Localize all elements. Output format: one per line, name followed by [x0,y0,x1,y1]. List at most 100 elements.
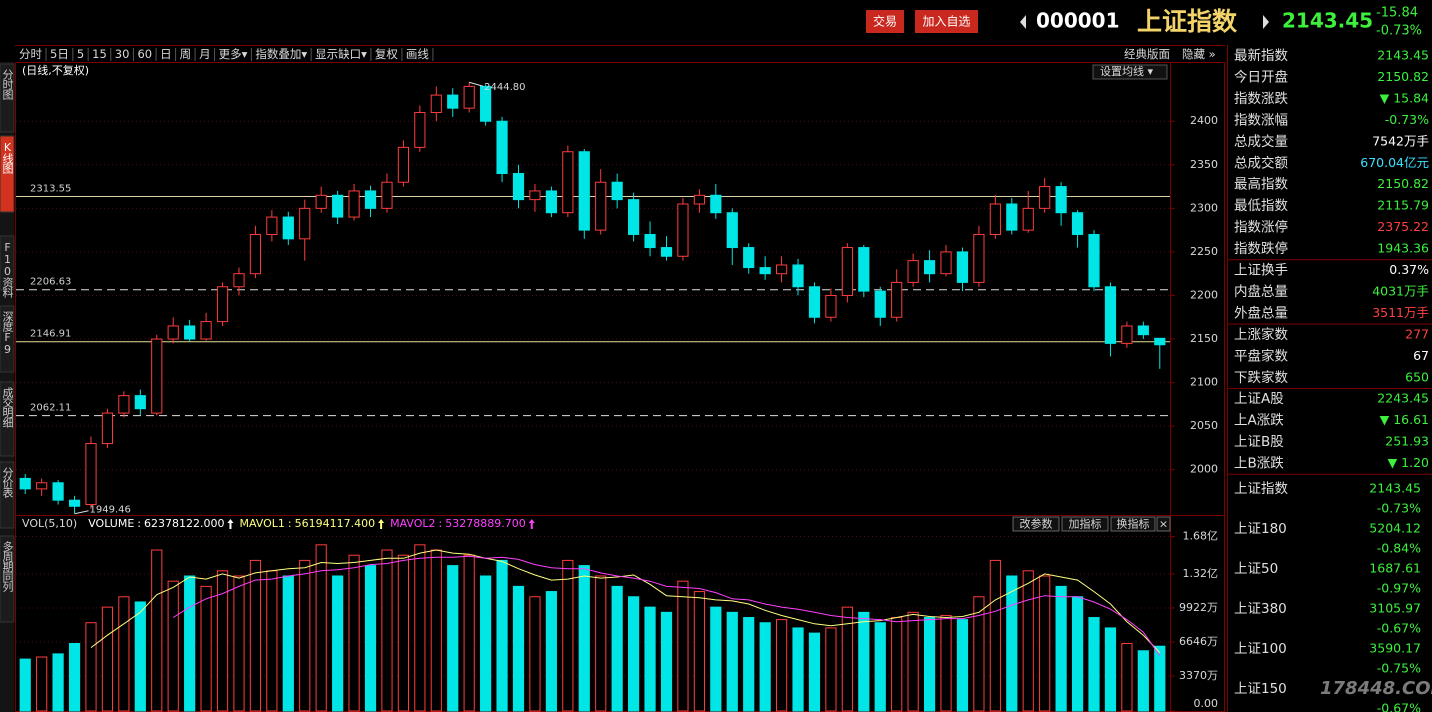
toolbar-item[interactable]: 30 [115,47,130,61]
candle-body [907,260,919,283]
volume-bar [858,611,870,712]
candle-body [891,281,903,318]
volume-bar [282,575,294,712]
candle-body [1104,286,1117,344]
side-tab[interactable] [0,535,15,623]
toolbar-item[interactable]: 15 [92,47,107,61]
stock-name: 上证指数 [1137,7,1238,36]
indicator-button[interactable] [1156,516,1171,532]
quote-label: 上证B股 [1234,434,1284,450]
watermark: 178448.COM [1320,678,1432,699]
indicator-button-label[interactable]: 换指标 [1117,517,1150,531]
y-tick-label: 2000 [1190,463,1218,476]
side-tab[interactable] [0,235,15,291]
volume-bar [19,658,31,712]
stock-code: 000001 [1036,9,1120,33]
toolbar-right-item[interactable]: 经典版面 [1124,47,1170,61]
toolbar-item[interactable]: 日 [160,47,172,61]
header-button-label[interactable]: 加入自选 [922,15,970,29]
candle-body [184,325,196,340]
volume-bar [447,565,459,712]
quote-label: 总成交量 [1234,133,1288,150]
indicator-button-label[interactable]: × [1159,518,1168,531]
volume-bar [430,549,442,712]
toolbar-item[interactable]: 分时 [19,47,42,61]
header-button-label[interactable]: 交易 [873,14,897,29]
toolbar-item[interactable]: 5 [77,47,84,61]
quote-label: 外盘总量 [1234,304,1288,321]
indicator-button[interactable] [1012,516,1060,532]
toolbar-item[interactable]: 月 [199,47,211,61]
candle-body [85,443,97,506]
quote-label: 平盘家数 [1234,347,1288,364]
volume-bar [611,585,623,712]
candle-body [200,321,212,340]
candle-body [792,264,804,288]
side-tab-label[interactable]: 分价表 [1,467,14,499]
legend-name: VOLUME [88,517,134,530]
candle-body [677,203,689,257]
candle-body [332,194,344,218]
mavol-line [172,555,1161,656]
legend-name: MAVOL1 [239,517,284,530]
side-tab-label[interactable]: 分时图 [1,69,14,101]
y-tick-label: 2400 [1190,114,1218,127]
side-tab[interactable] [0,305,15,373]
index-name: 上证150 [1234,681,1287,697]
candle-body [989,203,1001,235]
indicator-button[interactable] [1110,516,1156,532]
candle-body [874,290,886,318]
candle-body [266,216,278,235]
side-tab-label[interactable]: 成交明细 [1,387,14,428]
candle-body [348,190,360,218]
side-tab[interactable] [0,381,15,457]
last-price: 2143.45 [1282,9,1373,33]
candle-body [841,247,853,296]
candle-body [562,151,574,214]
next-arrow[interactable] [1263,15,1269,29]
toolbar-item[interactable]: 更多▾ [219,47,248,61]
toolbar-item[interactable]: 周 [180,47,192,61]
ma-button[interactable] [1092,64,1168,80]
side-tab[interactable] [0,135,15,213]
legend-arrow [227,519,234,529]
legend-arrow [528,519,535,529]
volume-bar [216,570,229,712]
toolbar-item[interactable]: 5日 [50,47,69,61]
indicator-button-label[interactable]: 加指标 [1069,517,1102,531]
toolbar-item[interactable]: 显示缺口▾ [315,47,367,61]
side-tab-label[interactable]: F10资料 [1,241,14,299]
prev-arrow[interactable] [1020,15,1026,29]
index-change: -0.97% [1377,581,1421,596]
candle-body [759,267,771,275]
header-button[interactable] [915,10,978,33]
indicator-button-label[interactable]: 改参数 [1020,517,1053,531]
side-tab-label[interactable]: K线图 [1,141,14,175]
toolbar-item[interactable]: 画线 [406,47,429,61]
volume-bar [726,611,738,712]
side-tab-label[interactable]: 深度F9 [1,311,14,355]
quote-label: 今日开盘 [1234,68,1288,85]
quote-value: 0.37% [1389,262,1429,277]
side-tab[interactable] [0,63,15,133]
side-tab-label[interactable]: 多周期同列 [1,540,14,593]
toolbar-item[interactable]: 复权 [375,47,398,61]
indicator-button[interactable] [1061,516,1109,532]
side-tab[interactable] [0,461,15,529]
index-value: 1687.61 [1369,561,1421,576]
volume-bar [660,611,673,712]
volume-bar [973,596,985,712]
toolbar-item[interactable]: 指数叠加▾ [255,47,307,61]
candle-body [1022,207,1034,231]
candle-body [101,412,114,445]
ma-button-label[interactable]: 设置均线 ▾ [1100,64,1153,78]
index-name: 上证100 [1234,641,1287,657]
header-button[interactable] [866,10,904,33]
index-name: 上证50 [1234,561,1278,577]
toolbar-item[interactable]: 60 [137,47,152,61]
candle-body [364,190,377,209]
candle-body [775,264,788,275]
quote-value: 2115.79 [1377,198,1429,213]
toolbar-right-item[interactable]: 隐藏 » [1182,47,1216,61]
